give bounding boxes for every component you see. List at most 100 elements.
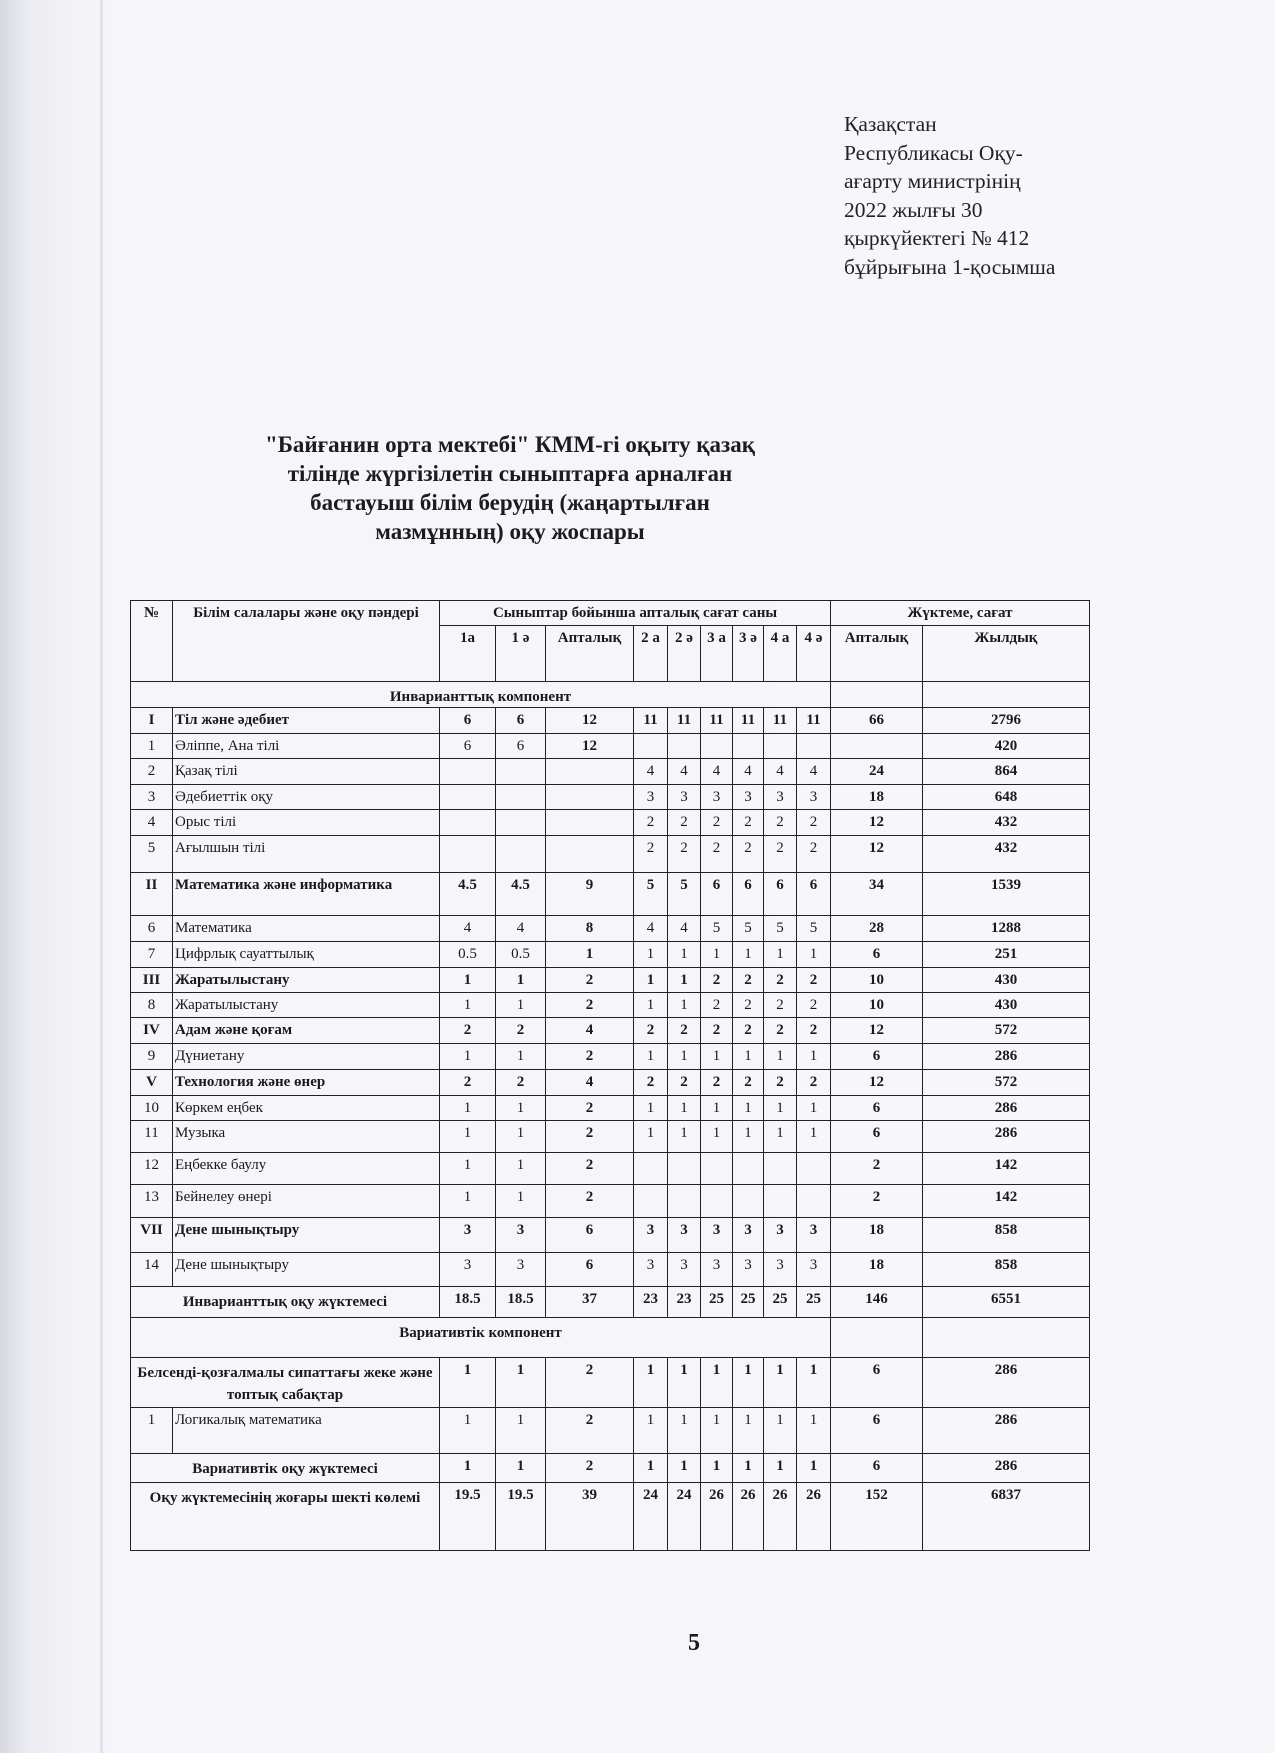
value-cell: 1 xyxy=(763,941,797,968)
value-cell: 1 xyxy=(495,1357,546,1408)
value-cell: 572 xyxy=(922,1069,1090,1096)
value-cell: 152 xyxy=(830,1482,923,1551)
value-cell: 4 xyxy=(545,1017,634,1044)
approval-note: Қазақстан Республикасы Оқу- ағарту минис… xyxy=(844,110,1055,281)
value-cell: 25 xyxy=(763,1286,797,1318)
table-row-item: 14 Дене шынықтыру 3 3 6 3 3 3 3 3 3 18 858 xyxy=(130,1252,1090,1287)
value-cell xyxy=(796,1184,831,1218)
subject-name: Бейнелеу өнері xyxy=(172,1184,440,1218)
value-cell: 18 xyxy=(830,784,923,810)
value-cell: 24 xyxy=(667,1482,701,1551)
curriculum-table: № Білім салалары және оқу пәндері Сыныпт… xyxy=(130,600,1090,1551)
row-number: V xyxy=(130,1069,173,1096)
column-header: 3 ә xyxy=(732,625,764,682)
title-line: бастауыш білім берудің (жаңартылған xyxy=(310,490,710,515)
column-header: 4 ә xyxy=(796,625,831,682)
value-cell: 2 xyxy=(545,1043,634,1070)
value-cell: 2 xyxy=(763,835,797,873)
table-row-item: 10 Көркем еңбек 1 1 2 1 1 1 1 1 1 6 286 xyxy=(130,1095,1090,1121)
value-cell xyxy=(796,733,831,759)
header-row: № Білім салалары және оқу пәндері Сыныпт… xyxy=(130,600,1090,682)
value-cell: 4 xyxy=(700,758,733,785)
value-cell: 3 xyxy=(667,1217,701,1253)
value-cell: 5 xyxy=(667,872,701,916)
value-cell: 1 xyxy=(633,1120,668,1153)
value-cell: 1 xyxy=(732,1120,764,1153)
row-label: Оқу жүктемесінің жоғары шекті көлемі xyxy=(130,1482,440,1551)
value-cell: 2 xyxy=(732,992,764,1018)
value-cell: 4 xyxy=(763,758,797,785)
header-subject: Білім салалары және оқу пәндері xyxy=(172,600,440,682)
value-cell: 6 xyxy=(830,1357,923,1408)
value-cell: 3 xyxy=(732,1217,764,1253)
value-cell: 1 xyxy=(495,1120,546,1153)
value-cell: 1 xyxy=(667,1095,701,1121)
value-cell: 3 xyxy=(796,1252,831,1287)
value-cell: 3 xyxy=(796,784,831,810)
row-number: 4 xyxy=(130,809,173,836)
empty-cell xyxy=(922,681,1090,708)
value-cell: 2 xyxy=(633,835,668,873)
row-number: 6 xyxy=(130,915,173,942)
table-row-total: Оқу жүктемесінің жоғары шекті көлемі 19.5… xyxy=(130,1482,1090,1551)
value-cell xyxy=(700,1184,733,1218)
subject-name: Математика xyxy=(172,915,440,942)
subject-name: Жаратылыстану xyxy=(172,992,440,1018)
value-cell xyxy=(700,733,733,759)
value-cell: 28 xyxy=(830,915,923,942)
value-cell xyxy=(633,1152,668,1185)
value-cell: 26 xyxy=(796,1482,831,1551)
value-cell: 6 xyxy=(495,733,546,759)
subject-name: Дене шынықтыру xyxy=(172,1217,440,1253)
value-cell: 1 xyxy=(763,1407,797,1454)
value-cell: 6 xyxy=(830,1120,923,1153)
value-cell: 1 xyxy=(732,941,764,968)
value-cell: 2 xyxy=(495,1017,546,1044)
value-cell: 6 xyxy=(830,1043,923,1070)
row-number: 14 xyxy=(130,1252,173,1287)
value-cell: 2 xyxy=(633,1069,668,1096)
value-cell: 1 xyxy=(439,1152,496,1185)
value-cell: 1 xyxy=(732,1407,764,1454)
value-cell: 6 xyxy=(830,1095,923,1121)
value-cell: 1 xyxy=(667,1043,701,1070)
value-cell: 4 xyxy=(495,915,546,942)
value-cell: 10 xyxy=(830,992,923,1018)
value-cell: 2 xyxy=(732,1017,764,1044)
value-cell: 1 xyxy=(439,1357,496,1408)
table-row-item: 11 Музыка 1 1 2 1 1 1 1 1 1 6 286 xyxy=(130,1120,1090,1153)
value-cell xyxy=(732,1184,764,1218)
table-row-item: 2 Қазақ тілі 4 4 4 4 4 4 24 864 xyxy=(130,758,1090,785)
row-number: VII xyxy=(130,1217,173,1253)
value-cell: 3 xyxy=(763,784,797,810)
value-cell: 2 xyxy=(796,1017,831,1044)
section-label: Инварианттық компонент xyxy=(130,681,831,708)
value-cell: 1 xyxy=(495,1184,546,1218)
value-cell: 5 xyxy=(732,915,764,942)
row-number: III xyxy=(130,967,173,993)
value-cell: 4.5 xyxy=(495,872,546,916)
title-line: "Байғанин орта мектебі" КММ-гі оқыту қаз… xyxy=(264,432,756,457)
title-line: тілінде жүргізілетін сыныптарға арналған xyxy=(287,461,733,486)
column-header: Апталық xyxy=(830,625,923,682)
approval-line: 2022 жылғы 30 xyxy=(844,197,983,222)
value-cell: 1 xyxy=(732,1357,764,1408)
value-cell: 1 xyxy=(700,1095,733,1121)
value-cell: 1 xyxy=(439,1095,496,1121)
value-cell: 37 xyxy=(545,1286,634,1318)
value-cell: 1 xyxy=(763,1357,797,1408)
value-cell: 6837 xyxy=(922,1482,1090,1551)
subject-name: Жаратылыстану xyxy=(172,967,440,993)
value-cell: 2 xyxy=(667,1069,701,1096)
table-row-item: 7 Цифрлық сауаттылық 0.5 0.5 1 1 1 1 1 1 1 6 251 xyxy=(130,941,1090,968)
value-cell: 2 xyxy=(667,835,701,873)
header-load-group: Жүктеме, сағат xyxy=(830,600,1090,626)
value-cell: 432 xyxy=(922,809,1090,836)
value-cell: 1 xyxy=(796,941,831,968)
value-cell: 3 xyxy=(495,1217,546,1253)
value-cell: 1 xyxy=(495,1043,546,1070)
row-number: II xyxy=(130,872,173,916)
value-cell: 6 xyxy=(439,733,496,759)
value-cell: 1 xyxy=(796,1095,831,1121)
value-cell: 3 xyxy=(700,1217,733,1253)
